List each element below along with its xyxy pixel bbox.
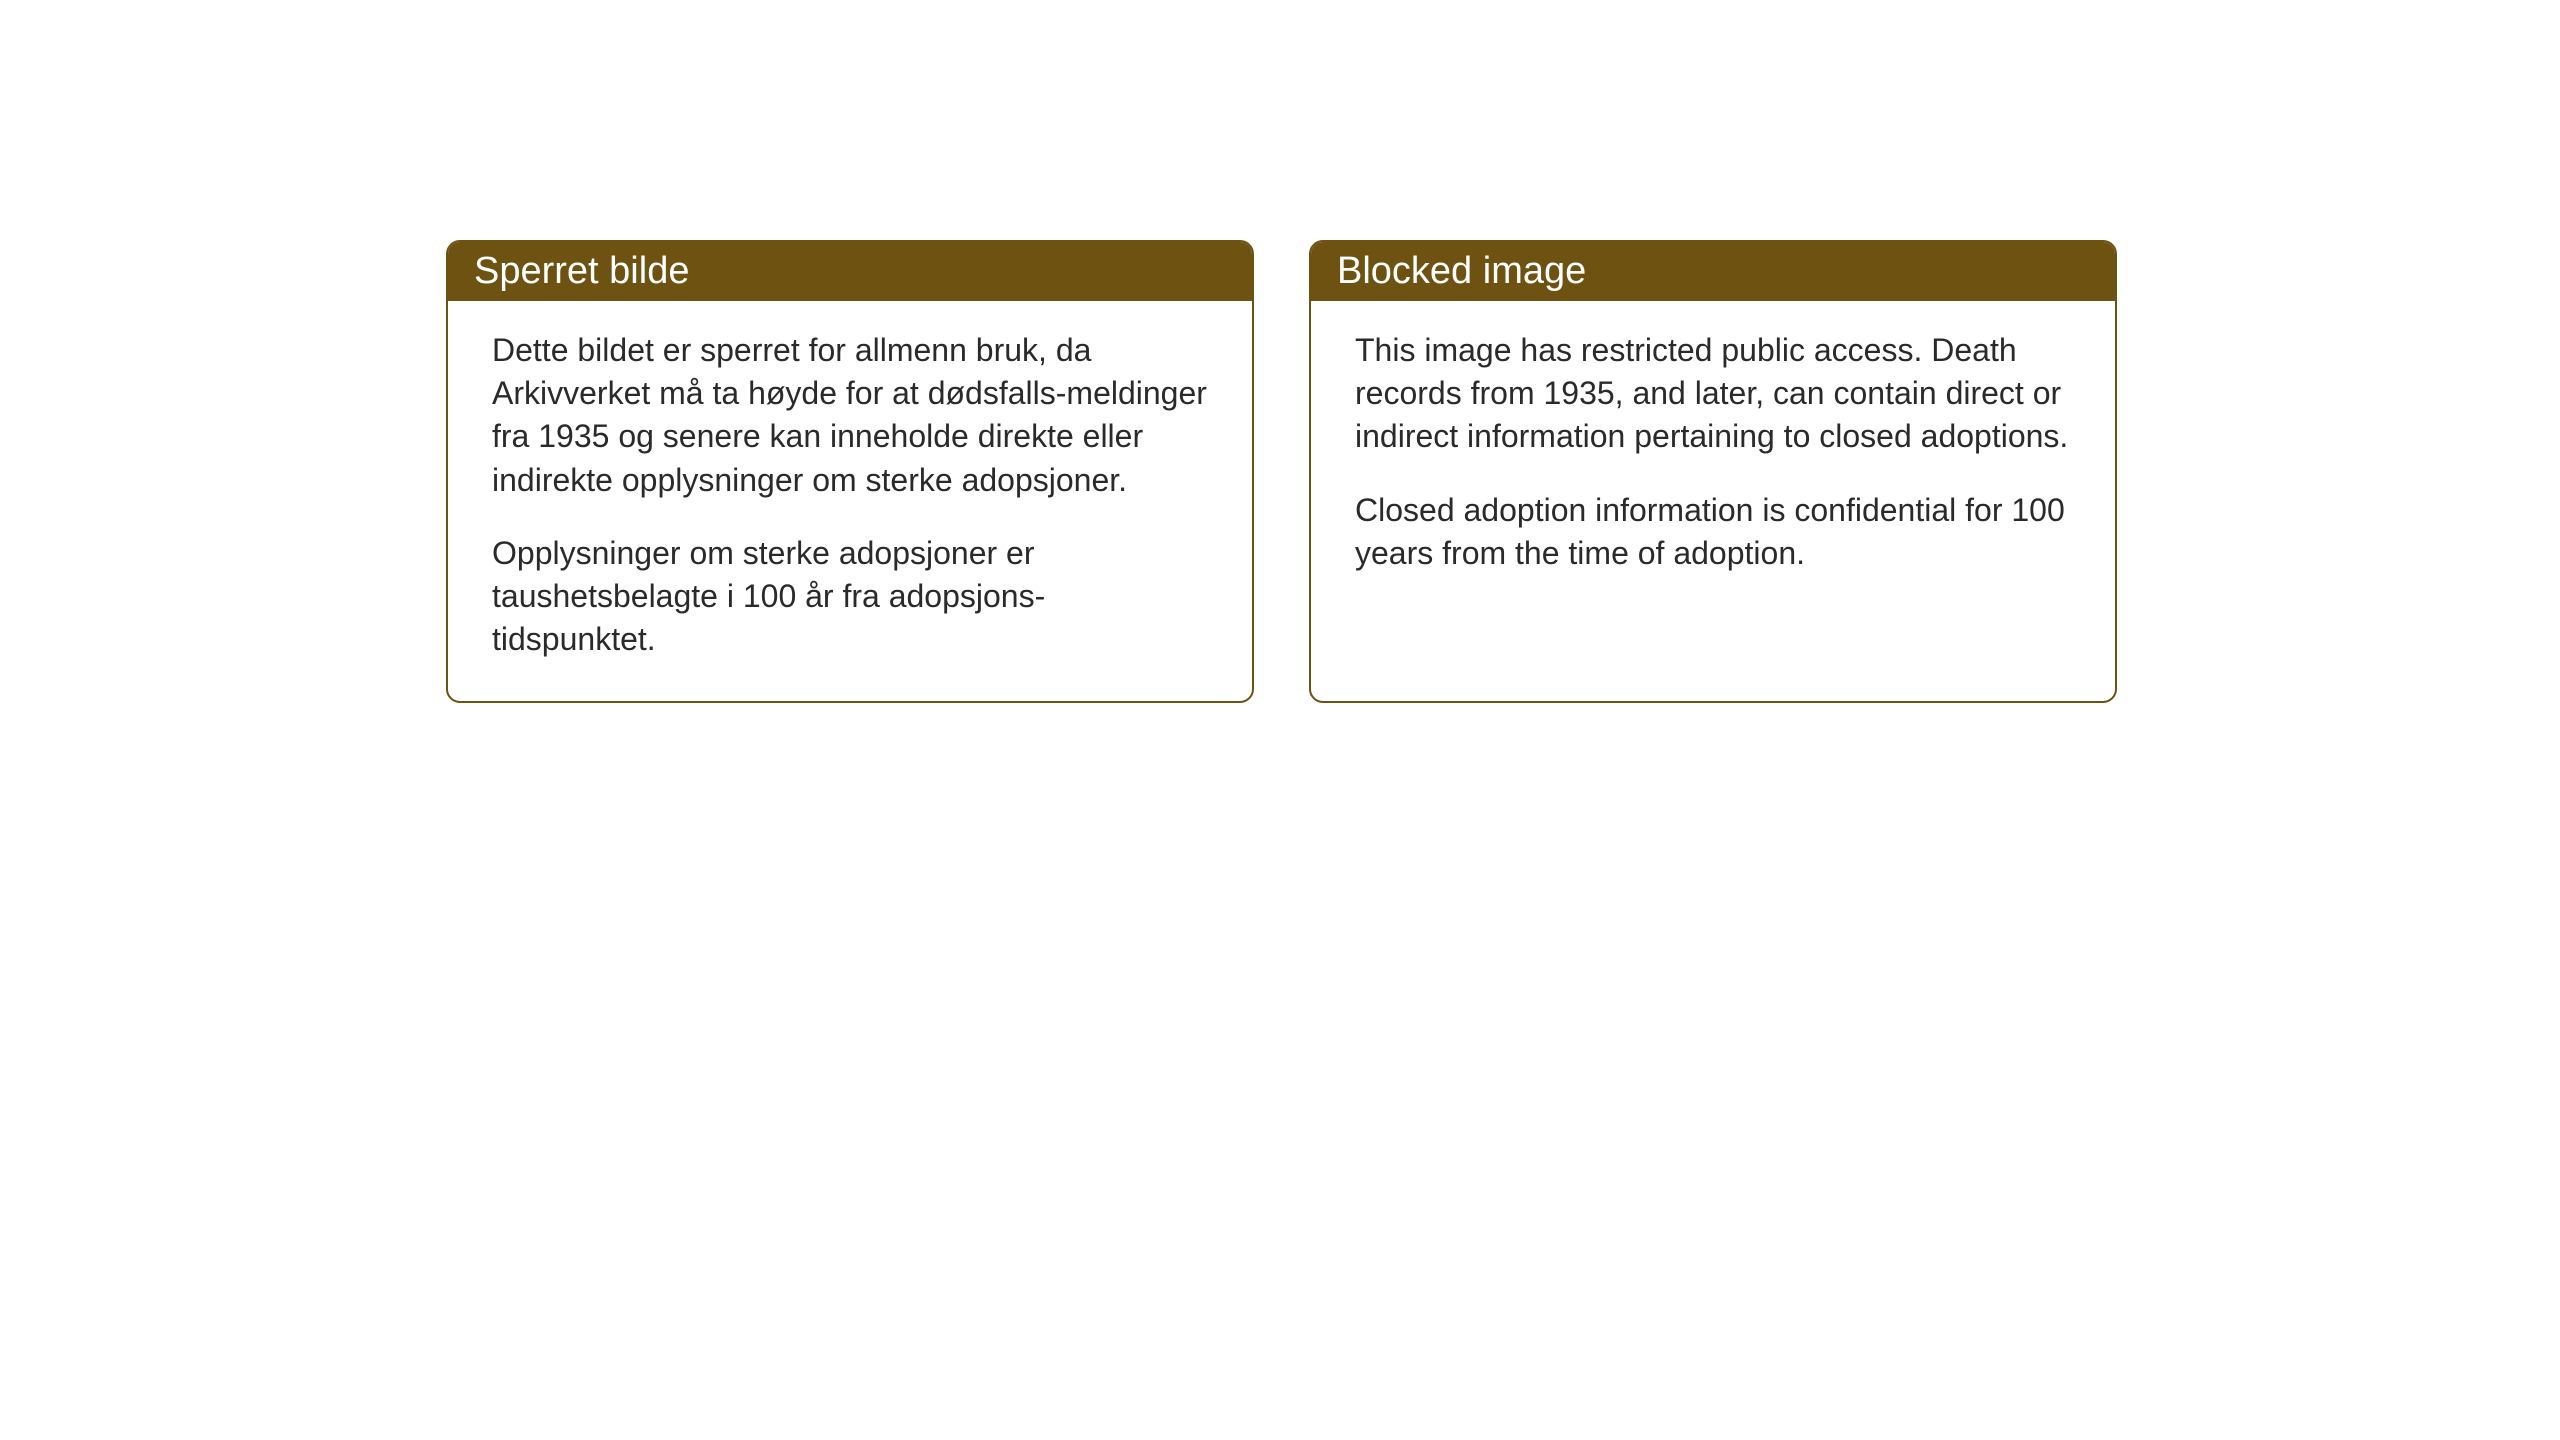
paragraph-english-1: This image has restricted public access.… (1355, 329, 2071, 459)
card-english: Blocked image This image has restricted … (1309, 240, 2117, 703)
paragraph-norwegian-1: Dette bildet er sperret for allmenn bruk… (492, 329, 1208, 502)
card-body-english: This image has restricted public access.… (1311, 301, 2115, 669)
card-title-english: Blocked image (1337, 250, 1586, 292)
paragraph-norwegian-2: Opplysninger om sterke adopsjoner er tau… (492, 532, 1208, 662)
card-norwegian: Sperret bilde Dette bildet er sperret fo… (446, 240, 1254, 703)
card-title-norwegian: Sperret bilde (474, 250, 689, 292)
card-body-norwegian: Dette bildet er sperret for allmenn bruk… (448, 301, 1252, 701)
paragraph-english-2: Closed adoption information is confident… (1355, 489, 2071, 575)
card-header-english: Blocked image (1311, 242, 2115, 301)
card-header-norwegian: Sperret bilde (448, 242, 1252, 301)
cards-container: Sperret bilde Dette bildet er sperret fo… (446, 240, 2117, 703)
